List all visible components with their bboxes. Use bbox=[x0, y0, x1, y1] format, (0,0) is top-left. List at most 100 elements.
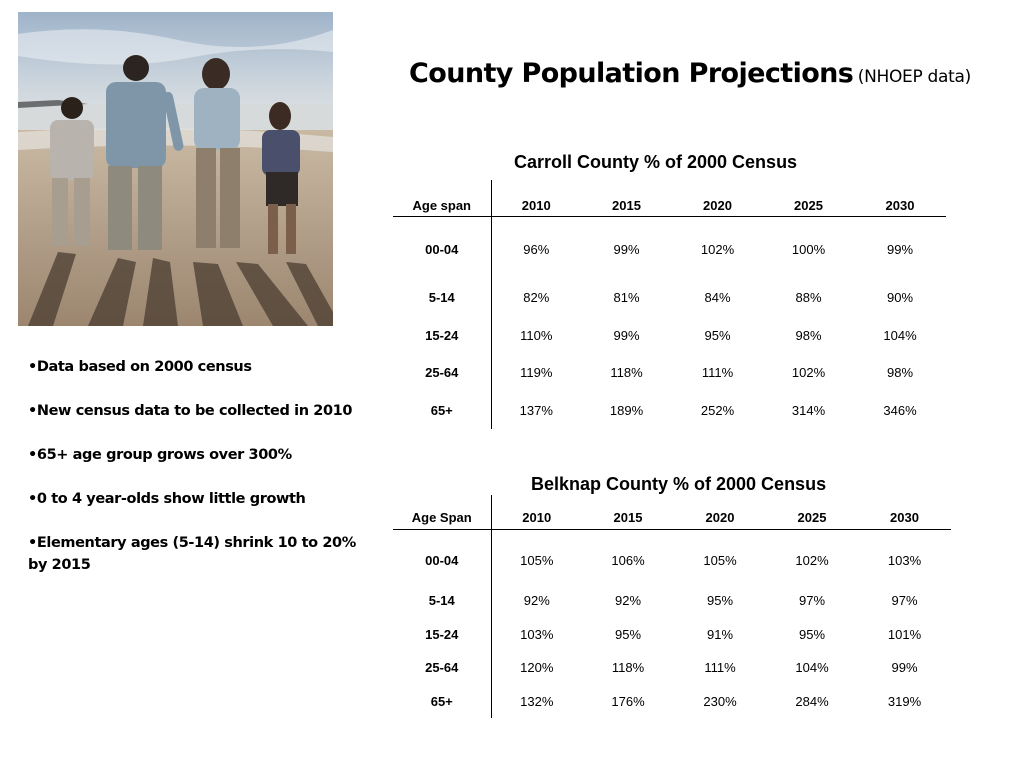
bullet-item: New census data to be collected in 2010 bbox=[28, 400, 358, 422]
carroll-table-title: Carroll County % of 2000 Census bbox=[514, 152, 798, 172]
value-cell: 104% bbox=[883, 327, 917, 343]
value-cell: 95% bbox=[706, 593, 734, 609]
belknap-header-divider bbox=[491, 495, 492, 507]
value-cell: 110% bbox=[520, 327, 553, 343]
column-header: 2010 bbox=[491, 195, 581, 217]
age-cell: 65+ bbox=[393, 391, 492, 430]
column-header: 2020 bbox=[672, 195, 763, 217]
age-cell: 25-64 bbox=[393, 651, 492, 685]
table-row: 25-64 119% 118% 111% 102% 98% bbox=[393, 354, 946, 392]
table-row: 00-04 105% 106% 105% 102% 103% bbox=[393, 529, 951, 584]
value-cell: 101% bbox=[887, 626, 922, 642]
value-cell: 319% bbox=[887, 693, 922, 709]
value-cell: 102% bbox=[700, 241, 735, 257]
age-cell: 00-04 bbox=[393, 216, 492, 279]
carroll-header-divider bbox=[491, 180, 492, 196]
value-cell: 284% bbox=[795, 693, 829, 709]
value-cell: 96% bbox=[523, 241, 550, 257]
value-cell: 105% bbox=[520, 552, 554, 568]
value-cell: 95% bbox=[704, 327, 731, 343]
value-cell: 88% bbox=[795, 290, 822, 306]
value-cell: 84% bbox=[704, 290, 731, 306]
table-row: 25-64 120% 118% 111% 104% 99% bbox=[393, 651, 951, 685]
column-header: 2025 bbox=[763, 195, 854, 217]
value-cell: 100% bbox=[791, 241, 826, 257]
value-cell: 99% bbox=[613, 327, 640, 343]
value-cell: 137% bbox=[519, 403, 553, 419]
value-cell: 119% bbox=[520, 365, 553, 381]
carroll-table: Age span 2010 2015 2020 2025 2030 00-04 … bbox=[393, 195, 946, 430]
column-header: 2010 bbox=[491, 505, 582, 530]
value-cell: 118% bbox=[610, 365, 643, 381]
table-row: 5-14 82% 81% 84% 88% 90% bbox=[393, 279, 946, 317]
value-cell: 90% bbox=[886, 290, 914, 306]
value-cell: 104% bbox=[795, 660, 829, 676]
table-row: 00-04 96% 99% 102% 100% 99% bbox=[393, 216, 946, 279]
value-cell: 102% bbox=[795, 552, 829, 568]
value-cell: 102% bbox=[791, 365, 826, 381]
title-text: County Population Projections bbox=[409, 58, 854, 89]
age-cell: 5-14 bbox=[393, 279, 492, 317]
column-header: 2030 bbox=[854, 195, 946, 217]
column-header: 2015 bbox=[581, 195, 672, 217]
value-cell: 81% bbox=[613, 290, 640, 306]
value-cell: 230% bbox=[703, 693, 737, 709]
value-cell: 120% bbox=[520, 660, 554, 676]
column-header: 2030 bbox=[858, 505, 951, 530]
family-beach-photo bbox=[18, 12, 333, 326]
value-cell: 111% bbox=[704, 660, 736, 676]
value-cell: 95% bbox=[798, 626, 826, 642]
value-cell: 118% bbox=[611, 660, 645, 676]
table-row: 15-24 103% 95% 91% 95% 101% bbox=[393, 617, 951, 651]
belknap-table-title: Belknap County % of 2000 Census bbox=[531, 474, 827, 494]
value-cell: 95% bbox=[614, 626, 642, 642]
slide-title: County Population Projections (NHOEP dat… bbox=[330, 58, 1024, 89]
value-cell: 97% bbox=[798, 593, 826, 609]
table-row: 65+ 132% 176% 230% 284% 319% bbox=[393, 684, 951, 718]
value-cell: 346% bbox=[883, 403, 917, 419]
value-cell: 176% bbox=[611, 693, 645, 709]
value-cell: 98% bbox=[795, 327, 822, 343]
column-header: 2025 bbox=[766, 505, 858, 530]
table-row: 15-24 110% 99% 95% 98% 104% bbox=[393, 316, 946, 355]
value-cell: 106% bbox=[611, 552, 645, 568]
bullet-item: 65+ age group grows over 300% bbox=[28, 444, 358, 466]
age-cell: 15-24 bbox=[393, 617, 492, 651]
age-cell: 65+ bbox=[393, 684, 492, 718]
value-cell: 82% bbox=[523, 290, 550, 306]
table-row: 65+ 137% 189% 252% 314% 346% bbox=[393, 391, 946, 430]
table-header-row: Age span 2010 2015 2020 2025 2030 bbox=[393, 195, 946, 217]
value-cell: 111% bbox=[701, 365, 734, 381]
value-cell: 99% bbox=[613, 241, 640, 257]
belknap-table: Age Span 2010 2015 2020 2025 2030 00-04 … bbox=[393, 505, 951, 718]
column-header: Age Span bbox=[393, 505, 492, 530]
value-cell: 97% bbox=[891, 593, 918, 609]
bullet-item: 0 to 4 year-olds show little growth bbox=[28, 488, 358, 510]
value-cell: 98% bbox=[886, 365, 914, 381]
bullet-list: Data based on 2000 census New census dat… bbox=[28, 356, 358, 598]
value-cell: 99% bbox=[891, 660, 918, 676]
bullet-item: Elementary ages (5-14) shrink 10 to 20% … bbox=[28, 532, 358, 576]
title-subtitle: (NHOEP data) bbox=[857, 67, 972, 87]
value-cell: 189% bbox=[609, 403, 644, 419]
value-cell: 103% bbox=[520, 626, 554, 642]
column-header: Age span bbox=[393, 195, 492, 217]
value-cell: 252% bbox=[700, 403, 735, 419]
value-cell: 92% bbox=[614, 593, 642, 609]
value-cell: 99% bbox=[886, 241, 914, 257]
table-header-row: Age Span 2010 2015 2020 2025 2030 bbox=[393, 505, 951, 530]
value-cell: 314% bbox=[791, 403, 826, 419]
table-row: 5-14 92% 92% 95% 97% 97% bbox=[393, 584, 951, 618]
bullet-item: Data based on 2000 census bbox=[28, 356, 358, 378]
age-cell: 5-14 bbox=[393, 584, 492, 618]
value-cell: 92% bbox=[523, 593, 550, 609]
value-cell: 132% bbox=[520, 693, 554, 709]
column-header: 2015 bbox=[582, 505, 674, 530]
age-cell: 25-64 bbox=[393, 354, 492, 392]
age-cell: 15-24 bbox=[393, 316, 492, 355]
value-cell: 103% bbox=[887, 552, 922, 568]
value-cell: 105% bbox=[703, 552, 737, 568]
value-cell: 91% bbox=[706, 626, 734, 642]
age-cell: 00-04 bbox=[393, 529, 492, 584]
column-header: 2020 bbox=[674, 505, 766, 530]
